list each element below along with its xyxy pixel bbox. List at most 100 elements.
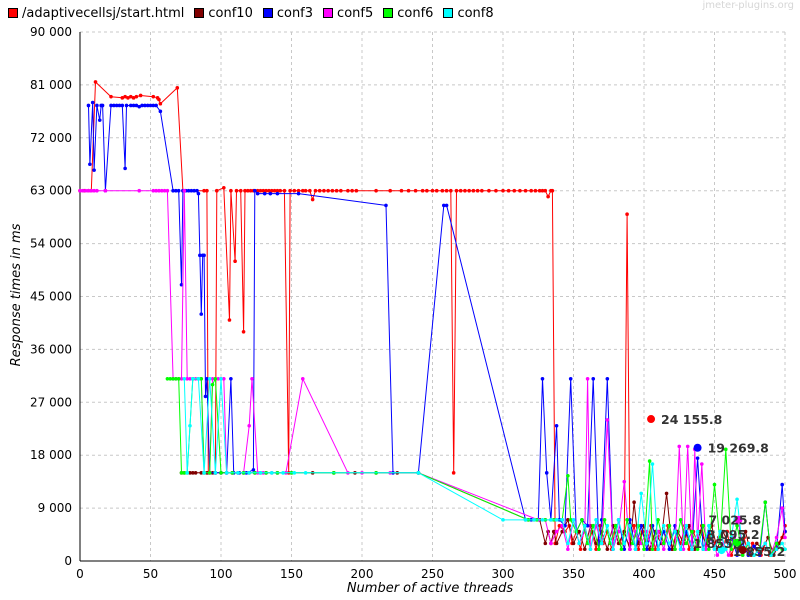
series-1-point — [191, 471, 195, 475]
series-5-point — [501, 518, 505, 522]
series-1-point — [777, 541, 782, 546]
series-0-point — [275, 188, 280, 193]
x-tick-label: 450 — [703, 567, 726, 581]
series-0-point — [248, 188, 253, 193]
series-0-point — [334, 188, 339, 193]
series-5-point — [188, 424, 192, 428]
series-5-point — [718, 529, 722, 534]
series-0-point — [512, 188, 517, 193]
series-0-point — [229, 188, 233, 193]
series-2-point — [176, 188, 181, 193]
series-4-point — [165, 376, 170, 381]
legend-swatch — [323, 8, 334, 18]
series-0-point — [449, 188, 453, 193]
series-0-point — [578, 547, 583, 552]
legend-label: conf10 — [208, 5, 253, 21]
legend-item[interactable]: conf10 — [194, 5, 253, 21]
series-5-point — [611, 547, 615, 552]
series-5-point — [628, 523, 632, 528]
series-5-point — [582, 523, 587, 528]
series-1-point — [743, 529, 748, 534]
legend-swatch — [8, 8, 18, 18]
series-4-point — [729, 547, 734, 552]
x-tick-label: 400 — [633, 567, 656, 581]
series-2-point — [198, 253, 202, 258]
series-1-point — [749, 553, 753, 557]
series-0-point — [272, 188, 277, 193]
series-0-point — [537, 188, 542, 193]
legend-item[interactable]: conf5 — [323, 6, 373, 21]
series-0-point — [454, 188, 459, 193]
y-tick-label: 72 000 — [30, 131, 72, 145]
annotation-marker — [717, 546, 726, 555]
series-2-point — [145, 103, 150, 108]
series-0-point — [543, 188, 548, 193]
series-2-point — [202, 253, 206, 258]
series-0-point — [238, 188, 243, 193]
y-tick-label: 27 000 — [30, 395, 72, 409]
legend-item[interactable]: conf3 — [262, 6, 313, 21]
series-2-point — [189, 188, 194, 193]
y-tick-label: 54 000 — [30, 237, 72, 251]
series-3-point — [86, 188, 91, 193]
series-lines — [78, 80, 787, 557]
x-tick-label: 200 — [351, 567, 374, 581]
series-4-point — [740, 553, 745, 557]
x-axis-label: Number of active threads — [347, 581, 514, 596]
series-5-point — [701, 547, 706, 552]
series-2-point — [441, 203, 446, 208]
series-0-point — [317, 188, 322, 193]
series-0-point — [346, 188, 350, 193]
series-4-point — [661, 541, 666, 546]
y-tick-label: 9 000 — [38, 501, 72, 515]
series-3-point — [247, 424, 251, 428]
series-4-point — [650, 547, 655, 552]
legend-item[interactable]: conf8 — [443, 6, 494, 21]
legend-item[interactable]: conf6 — [383, 6, 433, 21]
series-0-point — [557, 523, 562, 528]
series-3-point — [188, 376, 192, 381]
series-0-point — [134, 94, 139, 99]
series-0-point — [308, 188, 312, 193]
series-3-point — [549, 541, 553, 546]
series-0-point — [475, 188, 480, 193]
series-3-point — [182, 188, 187, 193]
legend-item[interactable]: /adaptivecellsj/start.html — [8, 6, 184, 21]
series-0-point — [138, 93, 143, 98]
series-1-point — [571, 541, 576, 546]
series-0-point — [339, 188, 343, 193]
series-5-point — [202, 471, 206, 475]
series-2-point — [384, 203, 388, 208]
series-0-point — [406, 188, 411, 193]
series-4-point — [182, 471, 187, 475]
series-0-point — [258, 188, 263, 193]
series-3-point — [78, 188, 82, 193]
series-4-point — [213, 376, 218, 381]
series-2-point — [251, 468, 256, 472]
series-0-point — [278, 188, 283, 193]
series-5-point — [207, 376, 212, 381]
series-3-point — [185, 376, 189, 381]
series-3-point — [95, 188, 99, 193]
series-5-point — [707, 523, 711, 528]
series-1-point — [566, 518, 570, 522]
series-0-point — [205, 188, 209, 193]
x-tick-label: 150 — [280, 567, 303, 581]
series-0-point — [546, 194, 550, 199]
series-3-point — [585, 376, 590, 381]
series-2-point — [667, 547, 672, 552]
series-5-point — [566, 541, 570, 546]
series-5-point — [684, 523, 689, 528]
series-0-point — [632, 523, 636, 528]
annotation-label: 24 155.8 — [661, 412, 722, 427]
series-5-point — [690, 547, 694, 552]
series-1-point — [199, 471, 204, 475]
series-0-point — [444, 188, 449, 193]
series-5-point — [191, 376, 195, 381]
series-4-point — [199, 376, 204, 381]
series-5-point — [774, 547, 779, 552]
series-5-point — [196, 376, 201, 381]
series-4-point — [712, 482, 717, 487]
series-3-point — [179, 376, 184, 381]
series-0-point — [480, 188, 484, 193]
